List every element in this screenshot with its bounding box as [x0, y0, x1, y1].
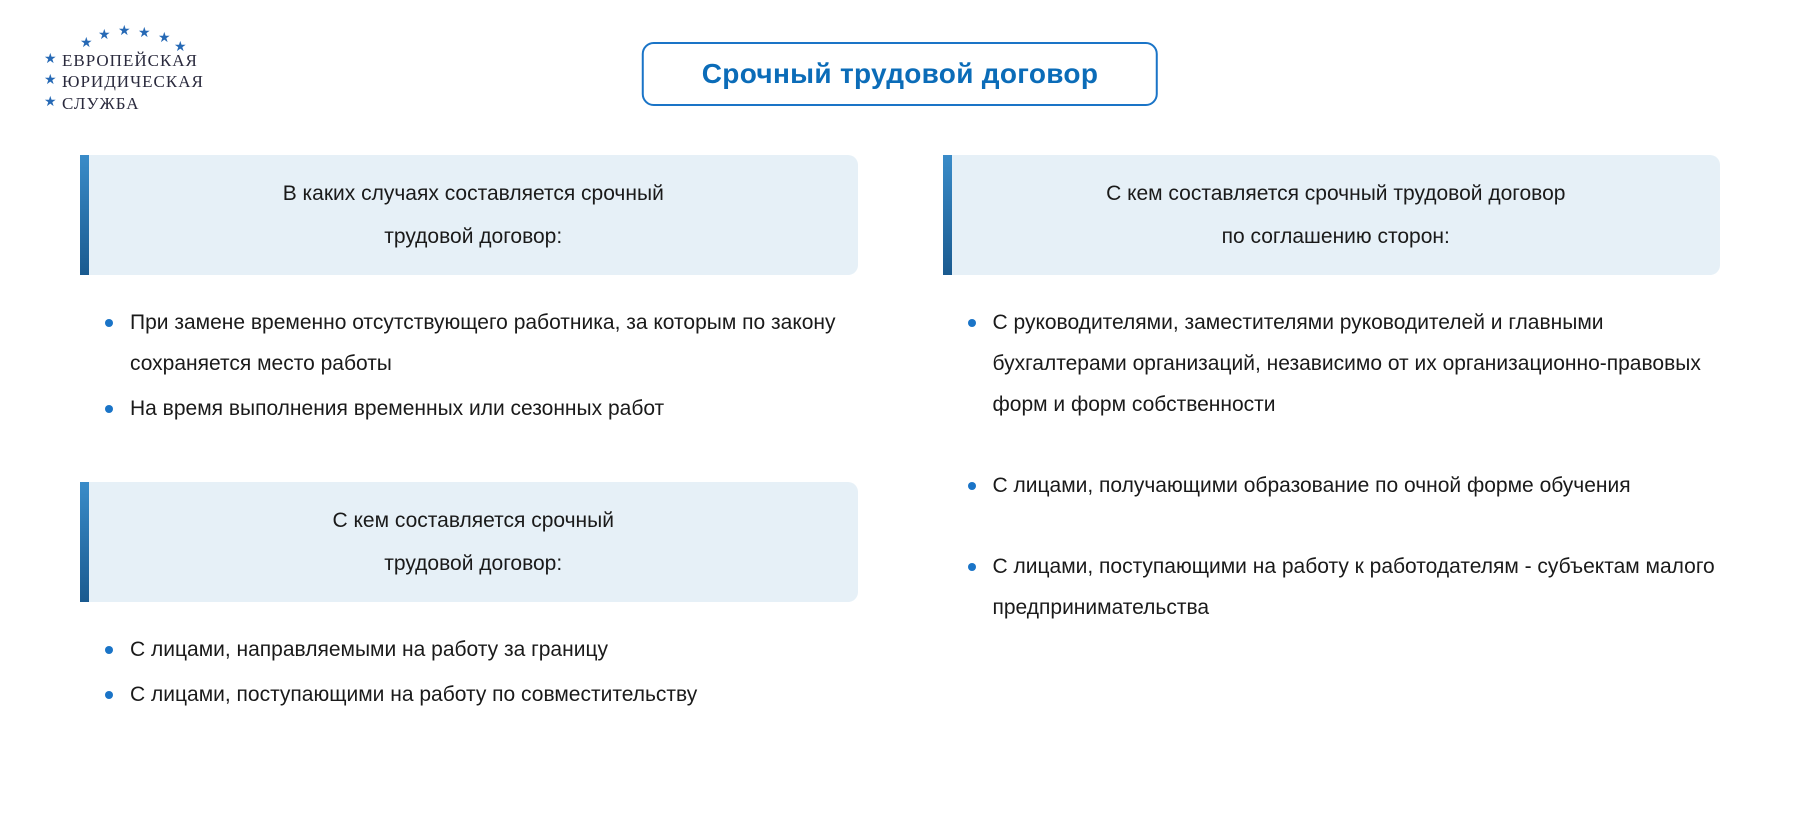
list-item: С лицами, получающими образование по очн…: [968, 466, 1721, 507]
header-line: трудовой договор:: [119, 542, 828, 585]
header-line: трудовой договор:: [119, 215, 828, 258]
logo-line2: ЮРИДИЧЕСКАЯ: [62, 72, 204, 91]
list-item: С лицами, направляемыми на работу за гра…: [105, 630, 858, 671]
logo-text: ★ЕВРОПЕЙСКАЯ ★ЮРИДИЧЕСКАЯ ★СЛУЖБА: [62, 50, 204, 114]
bullet-list-whom: С лицами, направляемыми на работу за гра…: [80, 630, 858, 716]
main-content: В каких случаях составляется срочный тру…: [80, 155, 1720, 720]
right-column: С кем составляется срочный трудовой дого…: [943, 155, 1721, 720]
list-item: На время выполнения временных или сезонн…: [105, 389, 858, 430]
bullet-list-cases: При замене временно отсутствующего работ…: [80, 303, 858, 430]
left-column: В каких случаях составляется срочный тру…: [80, 155, 858, 720]
logo-stars: ★ ★ ★ ★ ★ ★: [62, 30, 182, 48]
bullet-list-agreement: С руководителями, заместителями руководи…: [943, 303, 1721, 629]
company-logo: ★ ★ ★ ★ ★ ★ ★ЕВРОПЕЙСКАЯ ★ЮРИДИЧЕСКАЯ ★С…: [62, 30, 204, 114]
list-item: С лицами, поступающими на работу к работ…: [968, 547, 1721, 629]
header-line: С кем составляется срочный трудовой дого…: [982, 172, 1691, 215]
list-item: При замене временно отсутствующего работ…: [105, 303, 858, 385]
section-header-cases: В каких случаях составляется срочный тру…: [80, 155, 858, 275]
header-line: В каких случаях составляется срочный: [119, 172, 828, 215]
page-title: Срочный трудовой договор: [702, 58, 1098, 90]
header-line: С кем составляется срочный: [119, 499, 828, 542]
list-item: С руководителями, заместителями руководи…: [968, 303, 1721, 426]
logo-line3: СЛУЖБА: [62, 94, 140, 113]
section-header-agreement: С кем составляется срочный трудовой дого…: [943, 155, 1721, 275]
list-item: С лицами, поступающими на работу по совм…: [105, 675, 858, 716]
section-header-whom: С кем составляется срочный трудовой дого…: [80, 482, 858, 602]
header-line: по соглашению сторон:: [982, 215, 1691, 258]
title-box: Срочный трудовой договор: [642, 42, 1158, 106]
logo-line1: ЕВРОПЕЙСКАЯ: [62, 51, 198, 70]
